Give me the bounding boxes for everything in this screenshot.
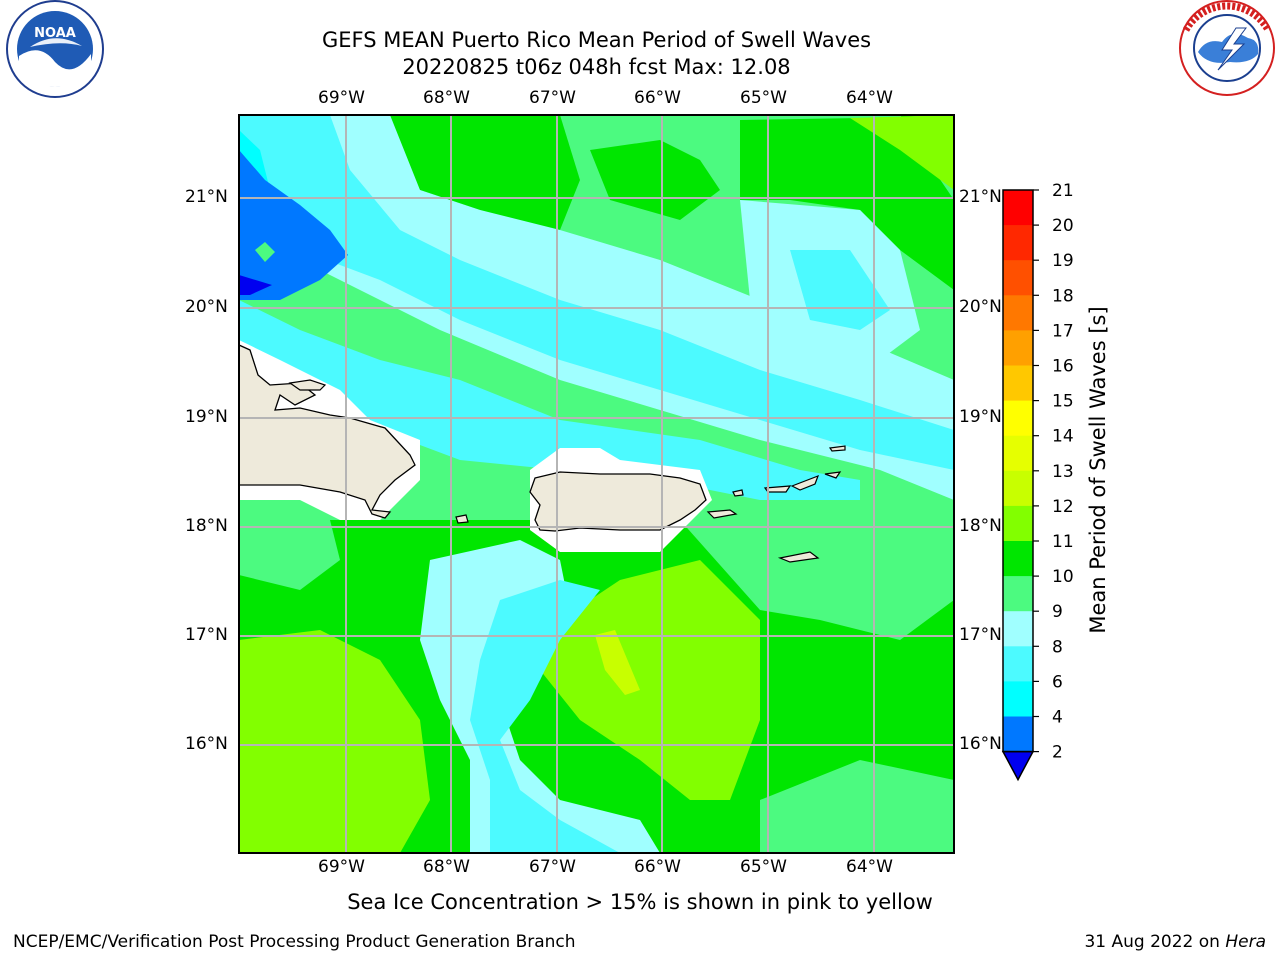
swell-field-6-8: [239, 115, 954, 470]
swell-field-10-11: [390, 115, 580, 230]
lon-label-top-64w: 64°W: [846, 88, 893, 108]
lon-label-bottom-65w: 65°W: [740, 857, 787, 877]
colorbar-segment: [1003, 541, 1033, 577]
footer-date: 31 Aug 2022 on Hera: [1084, 932, 1266, 952]
lon-label-top-66w: 66°W: [634, 88, 681, 108]
swell-field-2-4: [239, 150, 348, 300]
lat-label-left-16n: 16°N: [185, 734, 228, 754]
lat-label-right-21n: 21°N: [959, 187, 1002, 207]
colorbar-segment: [1003, 365, 1033, 402]
graticule: [239, 115, 954, 853]
lon-label-bottom-66w: 66°W: [634, 857, 681, 877]
lon-label-bottom-64w: 64°W: [846, 857, 893, 877]
colorbar-tick-label: 10: [1052, 567, 1074, 587]
lon-label-bottom-67w: 67°W: [529, 857, 576, 877]
lat-label-right-16n: 16°N: [959, 734, 1002, 754]
lon-label-top-67w: 67°W: [529, 88, 576, 108]
colorbar-tick-label: 13: [1052, 462, 1074, 482]
colorbar-segment: [1003, 716, 1033, 753]
colorbar-segment: [1003, 505, 1033, 542]
footer-branch: NCEP/EMC/Verification Post Processing Pr…: [13, 932, 576, 952]
footer-date-text: 31 Aug 2022 on: [1084, 932, 1226, 952]
lat-label-right-19n: 19°N: [959, 407, 1002, 427]
colorbar-segment: [1003, 190, 1033, 226]
swell-field-12-13: [595, 630, 640, 695]
colorbar-segment: [1003, 225, 1033, 261]
nws-logo: [1179, 0, 1275, 96]
map-title: GEFS MEAN Puerto Rico Mean Period of Swe…: [321, 28, 872, 52]
colorbar-tick-label: 18: [1052, 286, 1074, 306]
lat-label-left-21n: 21°N: [185, 187, 228, 207]
colorbar-tick-label: 20: [1052, 216, 1074, 236]
colorbar-tick-label: 12: [1052, 497, 1074, 517]
swell-field-under-2: [239, 275, 272, 295]
colorbar-tick-label: 4: [1052, 708, 1063, 728]
colorbar-tick-label: 11: [1052, 532, 1074, 552]
colorbar-segment: [1003, 400, 1033, 437]
colorbar-under-arrow: [1001, 750, 1035, 782]
lon-label-bottom-68w: 68°W: [423, 857, 470, 877]
colorbar-label: Mean Period of Swell Waves [s]: [1086, 306, 1110, 633]
map-frame: [238, 114, 955, 854]
colorbar-tick-label: 15: [1052, 392, 1074, 412]
colorbar-segment: [1003, 611, 1033, 647]
colorbar-segment: [1003, 260, 1033, 296]
map-area: [239, 115, 954, 853]
noaa-logo-text: NOAA: [34, 26, 76, 41]
noaa-logo: NOAA: [6, 0, 104, 98]
lon-label-top-65w: 65°W: [740, 88, 787, 108]
map-subtitle: 20220825 t06z 048h fcst Max: 12.08: [402, 55, 791, 79]
colorbar-segment: [1003, 330, 1033, 366]
colorbar-tick-label: 8: [1052, 637, 1063, 657]
lat-label-left-17n: 17°N: [185, 625, 228, 645]
colorbar: 21 20 19 18 17 16 15 14 13 12 11 10 9 8 6 4 2: [1001, 181, 1074, 782]
colorbar-segment: [1003, 681, 1033, 717]
colorbar-segment: [1003, 646, 1033, 682]
lon-label-bottom-69w: 69°W: [318, 857, 365, 877]
lat-label-left-20n: 20°N: [185, 297, 228, 317]
lat-label-right-17n: 17°N: [959, 625, 1002, 645]
colorbar-tick-label: 16: [1052, 357, 1074, 377]
lon-label-top-69w: 69°W: [318, 88, 365, 108]
footer-machine: Hera: [1225, 932, 1266, 952]
lat-label-left-18n: 18°N: [185, 516, 228, 536]
colorbar-segment: [1003, 435, 1033, 472]
sea-ice-note: Sea Ice Concentration > 15% is shown in …: [347, 890, 933, 914]
colorbar-tick-label: 19: [1052, 251, 1074, 271]
colorbar-tick-label: 14: [1052, 427, 1074, 447]
colorbar-segment: [1003, 295, 1033, 331]
colorbar-tick-label: 9: [1052, 602, 1063, 622]
colorbar-tick-label: 6: [1052, 672, 1063, 692]
lat-label-left-19n: 19°N: [185, 407, 228, 427]
colorbar-tick-label: 21: [1052, 181, 1074, 201]
lat-label-right-18n: 18°N: [959, 516, 1002, 536]
colorbar-tick-label: 17: [1052, 321, 1074, 341]
colorbar-segment: [1003, 470, 1033, 507]
colorbar-segment: [1003, 576, 1033, 612]
lat-label-right-20n: 20°N: [959, 297, 1002, 317]
colorbar-tick-label: 2: [1052, 743, 1063, 763]
swell-field-11-12: [239, 630, 430, 853]
lon-label-top-68w: 68°W: [423, 88, 470, 108]
